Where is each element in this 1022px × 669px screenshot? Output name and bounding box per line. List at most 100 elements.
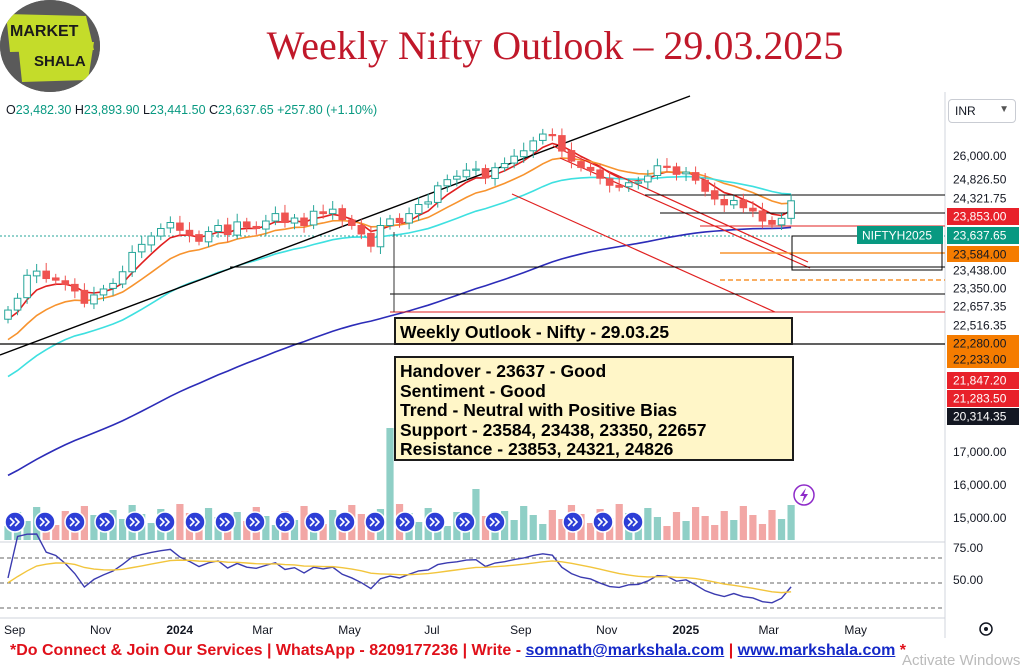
candle[interactable] [109, 278, 117, 296]
candle[interactable] [414, 197, 423, 221]
candle[interactable] [42, 262, 51, 283]
candle[interactable] [290, 213, 299, 230]
event-marker-icon[interactable] [592, 511, 614, 533]
candle[interactable] [691, 166, 700, 185]
candle[interactable] [500, 157, 509, 172]
candle[interactable] [223, 217, 232, 242]
candle[interactable] [787, 194, 795, 225]
candle[interactable] [348, 214, 356, 230]
candle[interactable] [32, 263, 41, 284]
candle[interactable] [472, 160, 480, 176]
event-marker-icon[interactable] [4, 511, 26, 533]
candle[interactable] [195, 230, 203, 246]
candle[interactable] [634, 176, 643, 190]
candle[interactable] [653, 158, 662, 180]
candle[interactable] [777, 213, 786, 230]
event-marker-icon[interactable] [562, 511, 584, 533]
email-link[interactable]: somnath@markshala.com [525, 642, 725, 659]
candle[interactable] [720, 195, 729, 213]
candle[interactable] [605, 171, 614, 193]
candle[interactable] [624, 178, 633, 192]
candle[interactable] [137, 236, 146, 259]
currency-select[interactable]: INR ▼ [948, 99, 1016, 123]
candle[interactable] [176, 215, 184, 237]
event-marker-icon[interactable] [334, 511, 356, 533]
event-marker-icon[interactable] [64, 511, 86, 533]
candle[interactable] [462, 163, 471, 181]
candle[interactable] [577, 157, 585, 172]
candle[interactable] [529, 136, 538, 159]
candle[interactable] [319, 204, 327, 219]
candle[interactable] [386, 214, 394, 230]
candle[interactable] [233, 213, 241, 240]
candle[interactable] [701, 173, 709, 197]
candle[interactable] [395, 213, 404, 228]
candle[interactable] [758, 202, 767, 229]
candle[interactable] [80, 283, 89, 308]
candle[interactable] [147, 231, 156, 253]
falling-channel-lower[interactable] [511, 193, 776, 313]
event-marker-icon[interactable] [34, 511, 56, 533]
lightning-alert-icon[interactable] [793, 484, 815, 506]
candle[interactable] [376, 217, 385, 255]
gear-icon[interactable] [979, 622, 993, 636]
candle[interactable] [185, 222, 194, 243]
event-marker-icon[interactable] [184, 511, 206, 533]
candle[interactable] [367, 226, 375, 253]
candle[interactable] [300, 212, 308, 233]
candle[interactable] [510, 149, 518, 169]
candle[interactable] [672, 162, 681, 181]
website-link[interactable]: www.markshala.com [737, 642, 896, 659]
candle[interactable] [4, 305, 12, 324]
event-marker-icon[interactable] [154, 511, 176, 533]
candle[interactable] [491, 162, 499, 186]
event-marker-icon[interactable] [424, 511, 446, 533]
event-marker-icon[interactable] [274, 511, 296, 533]
event-marker-icon[interactable] [214, 511, 236, 533]
candle[interactable] [749, 201, 757, 218]
candle[interactable] [13, 293, 22, 316]
candle[interactable] [262, 214, 270, 237]
candle[interactable] [481, 164, 490, 185]
candle[interactable] [443, 174, 452, 193]
candle[interactable] [71, 278, 79, 299]
candle[interactable] [328, 201, 337, 220]
event-marker-icon[interactable] [484, 511, 506, 533]
candle[interactable] [539, 128, 547, 145]
event-marker-icon[interactable] [244, 511, 266, 533]
candle[interactable] [118, 265, 127, 289]
candle[interactable] [338, 204, 347, 227]
candle[interactable] [548, 128, 557, 141]
candle[interactable] [61, 275, 70, 291]
candle[interactable] [157, 223, 165, 241]
candle[interactable] [309, 205, 318, 230]
candle[interactable] [99, 284, 108, 302]
candle[interactable] [558, 128, 566, 158]
candle[interactable] [271, 206, 280, 226]
candle[interactable] [204, 226, 213, 247]
event-marker-icon[interactable] [454, 511, 476, 533]
candle[interactable] [252, 221, 261, 235]
event-marker-icon[interactable] [94, 511, 116, 533]
candle[interactable] [710, 182, 719, 206]
candle[interactable] [405, 207, 413, 230]
candle[interactable] [242, 217, 251, 233]
candle[interactable] [615, 177, 624, 192]
event-marker-icon[interactable] [304, 511, 326, 533]
falling-channel-upper[interactable] [552, 145, 809, 263]
candle[interactable] [663, 158, 671, 173]
candle[interactable] [682, 166, 690, 182]
event-marker-icon[interactable] [364, 511, 386, 533]
candle[interactable] [214, 219, 222, 238]
candle[interactable] [281, 204, 289, 228]
candle[interactable] [567, 142, 576, 169]
candle[interactable] [357, 219, 366, 240]
candle[interactable] [739, 193, 748, 213]
candle[interactable] [90, 286, 98, 310]
event-marker-icon[interactable] [124, 511, 146, 533]
candle[interactable] [596, 163, 604, 185]
candle[interactable] [519, 142, 528, 163]
candle[interactable] [128, 245, 136, 277]
candle[interactable] [51, 273, 60, 286]
